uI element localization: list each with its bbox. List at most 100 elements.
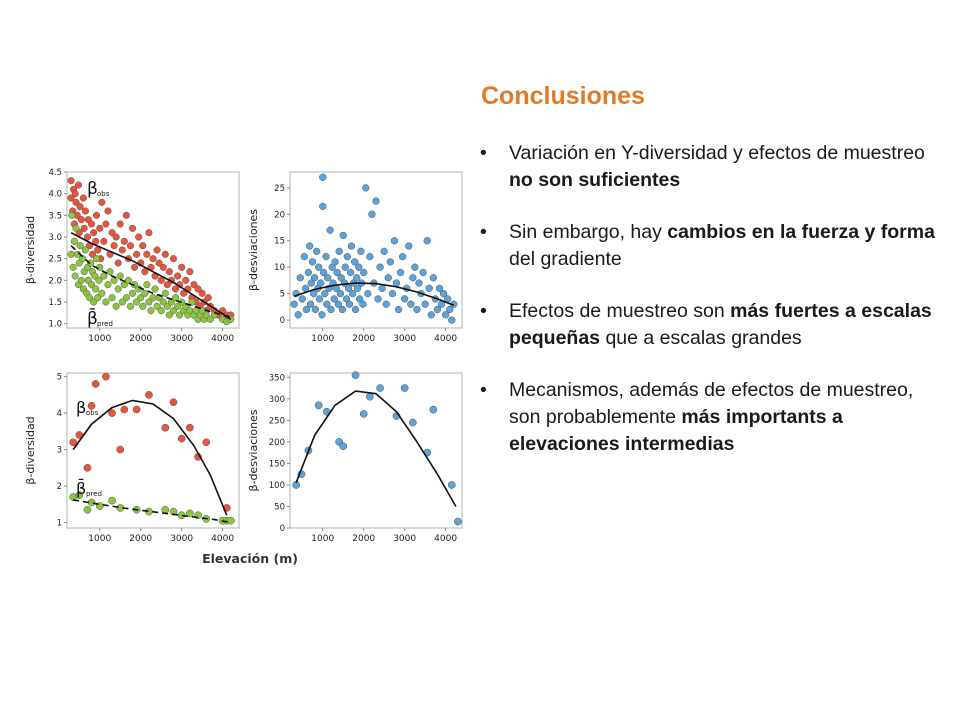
fit-line-fit: [295, 390, 457, 507]
y-tick-label: 20: [274, 210, 285, 220]
data-point-dev: [298, 295, 306, 303]
data-point-dev: [330, 295, 338, 303]
data-point-pred: [88, 281, 96, 289]
data-point-obs: [139, 242, 147, 250]
data-point-obs: [145, 391, 153, 399]
data-point-dev: [335, 247, 343, 255]
data-point-pred: [171, 294, 180, 302]
data-point-obs: [145, 229, 153, 237]
data-point-obs: [163, 281, 171, 289]
data-point-obs: [169, 398, 178, 407]
data-point-dev: [307, 279, 315, 287]
beta-pred-label: β̄: [87, 307, 98, 329]
data-point-pred: [70, 237, 78, 245]
data-point-obs: [198, 289, 206, 297]
data-point-dev: [321, 289, 329, 298]
beta-pred-subscript: pred: [97, 320, 113, 328]
data-point-obs: [120, 405, 129, 414]
data-point-pred: [114, 285, 122, 293]
data-point-obs: [67, 194, 75, 202]
data-point-dev: [357, 247, 365, 255]
data-point-pred: [147, 307, 155, 315]
data-point-obs: [155, 259, 163, 267]
data-point-obs: [88, 220, 96, 228]
data-point-pred: [202, 311, 210, 319]
x-tick-label: 2000: [129, 534, 152, 544]
data-point-dev: [392, 279, 401, 287]
data-point-dev: [364, 289, 372, 298]
data-point-dev: [359, 410, 368, 418]
data-point-pred: [94, 294, 102, 302]
data-point-dev: [394, 305, 403, 314]
data-point-pred: [71, 272, 79, 280]
data-point-obs: [83, 233, 92, 241]
y-tick-label: 100: [269, 481, 285, 491]
data-point-dev: [433, 305, 442, 314]
data-point-obs: [120, 237, 128, 245]
data-point-dev: [311, 305, 320, 314]
data-point-obs: [161, 423, 170, 432]
data-point-dev: [319, 268, 328, 277]
fit-line-fit_obs: [70, 231, 232, 320]
y-tick-label: 250: [269, 416, 285, 426]
data-point-obs: [116, 445, 125, 454]
data-point-dev: [419, 268, 427, 277]
data-point-pred: [79, 255, 87, 263]
data-point-obs: [110, 242, 118, 250]
data-point-pred: [161, 289, 169, 297]
data-point-obs: [143, 250, 151, 258]
data-point-obs: [108, 409, 116, 417]
data-point-dev: [344, 284, 353, 292]
data-point-dev: [302, 305, 311, 314]
data-point-dev: [353, 284, 362, 292]
x-tick-label: 2000: [129, 334, 152, 344]
data-point-dev: [306, 300, 315, 308]
data-point-pred: [176, 311, 184, 319]
data-point-dev: [319, 202, 327, 211]
data-point-dev: [339, 442, 348, 451]
data-point-pred: [112, 302, 120, 310]
data-point-pred: [90, 298, 98, 306]
data-point-dev: [346, 268, 355, 277]
data-point-dev: [331, 258, 339, 266]
data-point-pred: [186, 509, 194, 518]
data-point-pred: [139, 302, 147, 310]
data-point-dev: [351, 371, 360, 380]
data-point-dev: [355, 263, 363, 271]
data-point-pred: [75, 491, 84, 500]
data-point-pred: [122, 294, 130, 302]
beta-obs-subscript: obs: [86, 409, 99, 417]
data-point-dev: [407, 300, 415, 308]
data-point-pred: [145, 298, 153, 306]
data-point-obs: [77, 216, 85, 224]
data-point-pred: [169, 307, 178, 315]
data-point-obs: [74, 181, 83, 189]
data-point-obs: [92, 211, 101, 219]
data-point-pred: [100, 272, 108, 280]
data-point-pred: [116, 272, 124, 280]
data-point-dev: [310, 274, 319, 282]
data-point-obs: [186, 423, 194, 432]
x-tick-label: 2000: [352, 534, 375, 544]
data-point-dev: [398, 252, 407, 261]
data-point-dev: [368, 210, 376, 218]
data-point-obs: [202, 438, 211, 447]
data-point-dev: [427, 311, 435, 319]
data-point-obs: [81, 207, 89, 215]
data-point-obs: [83, 463, 92, 472]
data-point-dev: [351, 305, 360, 314]
data-point-obs: [71, 190, 79, 198]
y-tick-label: 1.5: [48, 298, 62, 308]
data-point-dev: [390, 237, 399, 245]
data-point-obs: [190, 281, 198, 289]
data-point-dev: [448, 316, 456, 324]
y-tick-label: 3.0: [48, 233, 62, 243]
fit-line-fit_obs: [72, 399, 228, 516]
beta-obs-label: β: [76, 398, 86, 417]
bullet-item: • Variación en Y-diversidad y efectos de …: [480, 142, 925, 191]
data-point-dev: [441, 311, 450, 319]
data-point-dev: [334, 300, 342, 308]
y-tick-label: 1.0: [48, 320, 62, 330]
y-axis-label: β-diversidad: [24, 216, 37, 284]
y-axis-label: β-desviaciones: [247, 409, 260, 491]
